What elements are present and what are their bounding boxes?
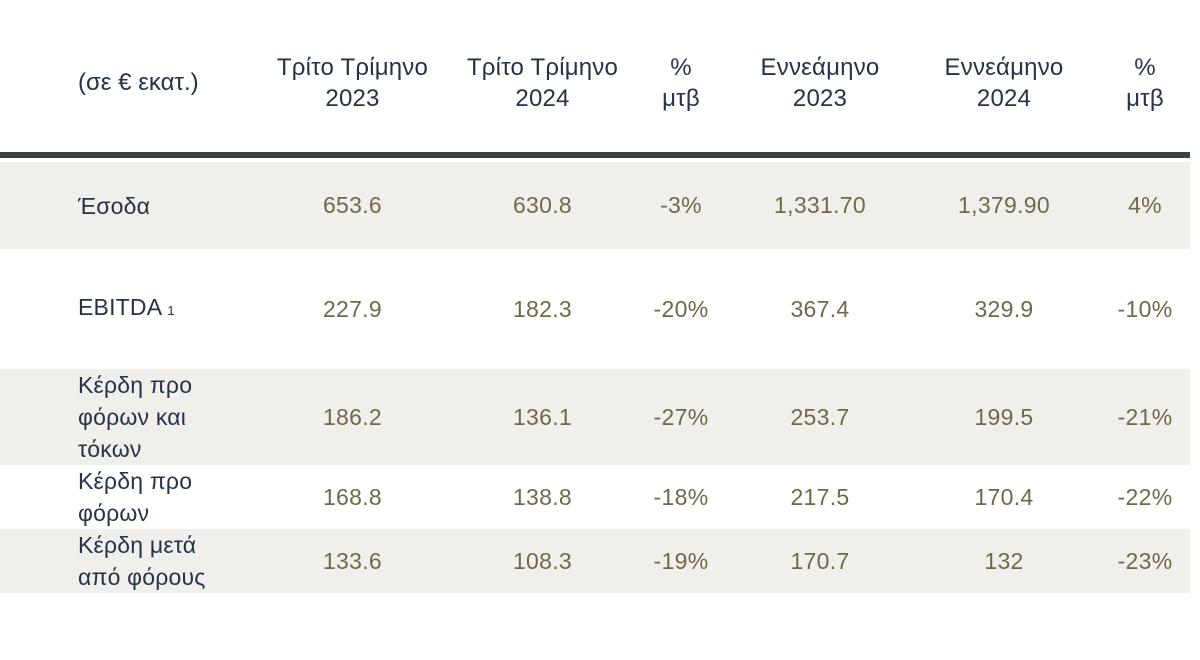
value-cell: 4%: [1128, 192, 1162, 218]
value-cell: 1,331.70: [774, 192, 866, 218]
value-cell: 199.5: [974, 403, 1034, 430]
value-cell: 253.7: [790, 403, 850, 430]
value-cell: 132: [984, 547, 1024, 574]
column-header-q3-2023: Τρίτο Τρίμηνο 2023: [250, 52, 455, 114]
column-header-line1: Τρίτο Τρίμηνο: [466, 54, 619, 81]
value-cell: 182.3: [512, 295, 573, 322]
row-label: Κέρδη προ φόρων και τόκων: [78, 372, 193, 462]
row-label: EBITDA 1: [78, 294, 175, 321]
column-header-line1: Τρίτο Τρίμηνο: [276, 54, 429, 81]
column-header-line1: Εννεάμηνο: [944, 54, 1064, 81]
value-cell: -3%: [660, 192, 702, 218]
table-row-profit-before-tax: Κέρδη προ φόρων 168.8 138.8 -18% 217.5 1…: [0, 465, 1190, 529]
table-row-ebit: Κέρδη προ φόρων και τόκων 186.2 136.1 -2…: [0, 369, 1190, 465]
column-header-line2: μτβ: [662, 85, 700, 112]
column-header-q3-2024: Τρίτο Τρίμηνο 2024: [455, 52, 630, 114]
column-header-line1: %: [670, 54, 692, 81]
value-cell: 168.8: [322, 483, 383, 510]
value-cell: 367.4: [790, 295, 850, 322]
table-row-ebitda: EBITDA 1 227.9 182.3 -20% 367.4 329.9 -10…: [0, 249, 1190, 369]
value-cell: -19%: [653, 547, 709, 574]
table-row-profit-after-tax: Κέρδη μετά από φόρους 133.6 108.3 -19% 1…: [0, 529, 1190, 593]
column-header-9m-2024: Εννεάμηνο 2024: [908, 52, 1100, 114]
column-header-line2: 2023: [792, 85, 848, 112]
unit-label: (σε € εκατ.): [78, 69, 199, 96]
footnote-ref: 1: [167, 302, 175, 318]
value-cell: 1,379.90: [958, 192, 1050, 218]
column-header-pct-change-q: % μτβ: [630, 52, 732, 114]
column-header-line1: %: [1134, 54, 1156, 81]
value-cell: -27%: [653, 403, 709, 430]
value-cell: -21%: [1117, 403, 1173, 430]
value-cell: 653.6: [322, 192, 383, 218]
value-cell: -22%: [1117, 483, 1173, 510]
value-cell: 133.6: [322, 547, 383, 574]
column-header-line1: Εννεάμηνο: [760, 54, 880, 81]
value-cell: 108.3: [512, 547, 573, 574]
value-cell: 217.5: [790, 483, 850, 510]
row-label: Κέρδη προ φόρων: [78, 468, 193, 526]
value-cell: -18%: [653, 483, 709, 510]
column-header-line2: 2023: [325, 85, 380, 112]
value-cell: -10%: [1117, 295, 1173, 322]
value-cell: 630.8: [512, 192, 573, 218]
value-cell: 227.9: [322, 295, 383, 322]
row-label: Έσοδα: [78, 192, 151, 219]
header-divider-line: [0, 152, 1190, 158]
column-header-line2: 2024: [515, 85, 570, 112]
value-cell: 170.4: [974, 483, 1034, 510]
column-header-line2: μτβ: [1126, 85, 1164, 112]
column-header-pct-change-9m: % μτβ: [1100, 52, 1190, 114]
value-cell: 329.9: [974, 295, 1034, 322]
value-cell: -20%: [653, 295, 709, 322]
row-label: Κέρδη μετά από φόρους: [78, 532, 206, 590]
column-header-line2: 2024: [976, 85, 1032, 112]
value-cell: 170.7: [790, 547, 850, 574]
value-cell: 136.1: [512, 403, 573, 430]
value-cell: 186.2: [322, 403, 383, 430]
column-header-9m-2023: Εννεάμηνο 2023: [732, 52, 908, 114]
table-row-revenue: Έσοδα 653.6 630.8 -3% 1,331.70 1,379.90 …: [0, 162, 1190, 249]
value-cell: -23%: [1117, 547, 1173, 574]
value-cell: 138.8: [512, 483, 573, 510]
table-header-row: (σε € εκατ.) Τρίτο Τρίμηνο 2023 Τρίτο Τρ…: [0, 0, 1190, 152]
